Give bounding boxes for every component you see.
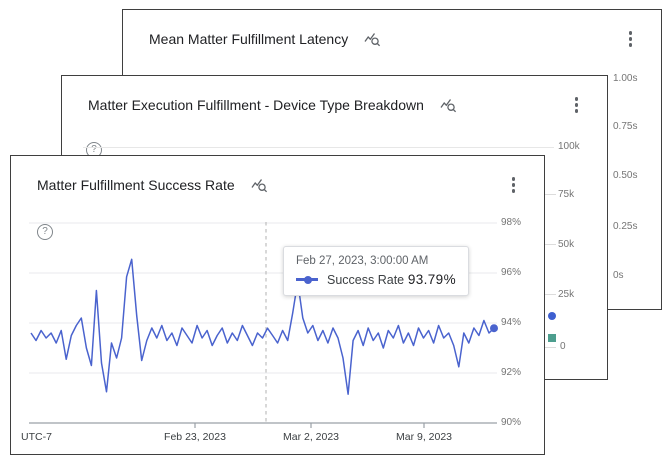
y-tick-label: 1.00s (613, 73, 638, 84)
y-tick-label: 0 (560, 341, 566, 352)
series-point-square (548, 334, 556, 342)
success-rate-chart[interactable] (11, 156, 546, 456)
x-tick-label: Feb 23, 2023 (164, 431, 226, 443)
more-options-button[interactable] (509, 173, 518, 196)
y-tick-label: 92% (501, 367, 522, 378)
y-tick-label: 0s (613, 270, 624, 281)
chart-tooltip: Feb 27, 2023, 3:00:00 AM Success Rate 93… (283, 246, 469, 296)
series-end-dot (490, 324, 498, 333)
gridline-stub (540, 194, 556, 195)
tooltip-timestamp: Feb 27, 2023, 3:00:00 AM (296, 255, 429, 267)
timezone-label: UTC-7 (21, 431, 52, 443)
y-tick-label: 0.75s (613, 121, 638, 132)
metrics-explorer-icon (364, 32, 381, 47)
gridline-100k (83, 147, 554, 148)
y-tick-label: 0.50s (613, 170, 638, 181)
y-tick-label: 0.25s (613, 221, 638, 232)
y-tick-label: 98% (501, 217, 522, 228)
y-tick-label: 94% (501, 317, 522, 328)
y-tick-label: 25k (558, 289, 575, 300)
success-rate-line (30, 258, 495, 395)
card-success-rate-header: Matter Fulfillment Success Rate (11, 156, 544, 214)
card-latency-header: Mean Matter Fulfillment Latency (123, 10, 661, 68)
series-point-circle (548, 312, 556, 320)
gridline-stub (540, 347, 556, 348)
gridline-stub (540, 294, 556, 295)
card-success-rate: Matter Fulfillment Success Rate ? 98% 96… (10, 155, 545, 455)
tooltip-series-label: Success Rate (327, 272, 405, 287)
more-options-button[interactable] (572, 93, 581, 116)
chart-title: Mean Matter Fulfillment Latency (149, 31, 349, 47)
card-device-breakdown-header: Matter Execution Fulfillment - Device Ty… (62, 76, 607, 134)
y-tick-label: 96% (501, 267, 522, 278)
more-options-button[interactable] (626, 27, 635, 50)
x-tick-label: Mar 9, 2023 (395, 431, 453, 443)
y-tick-label: 90% (501, 417, 522, 428)
y-tick-label: 100k (558, 141, 580, 152)
metrics-explorer-icon (251, 178, 268, 193)
y-tick-label: 50k (558, 239, 575, 250)
metrics-explorer-icon (440, 98, 457, 113)
chart-title: Matter Execution Fulfillment - Device Ty… (88, 97, 424, 113)
help-icon[interactable]: ? (37, 224, 53, 240)
tooltip-value: 93.79% (407, 272, 456, 287)
gridline-stub (540, 244, 556, 245)
series-legend-mark-icon (296, 275, 318, 284)
y-tick-label: 75k (558, 189, 575, 200)
chart-title: Matter Fulfillment Success Rate (37, 177, 235, 193)
x-tick-label: Mar 2, 2023 (282, 431, 340, 443)
